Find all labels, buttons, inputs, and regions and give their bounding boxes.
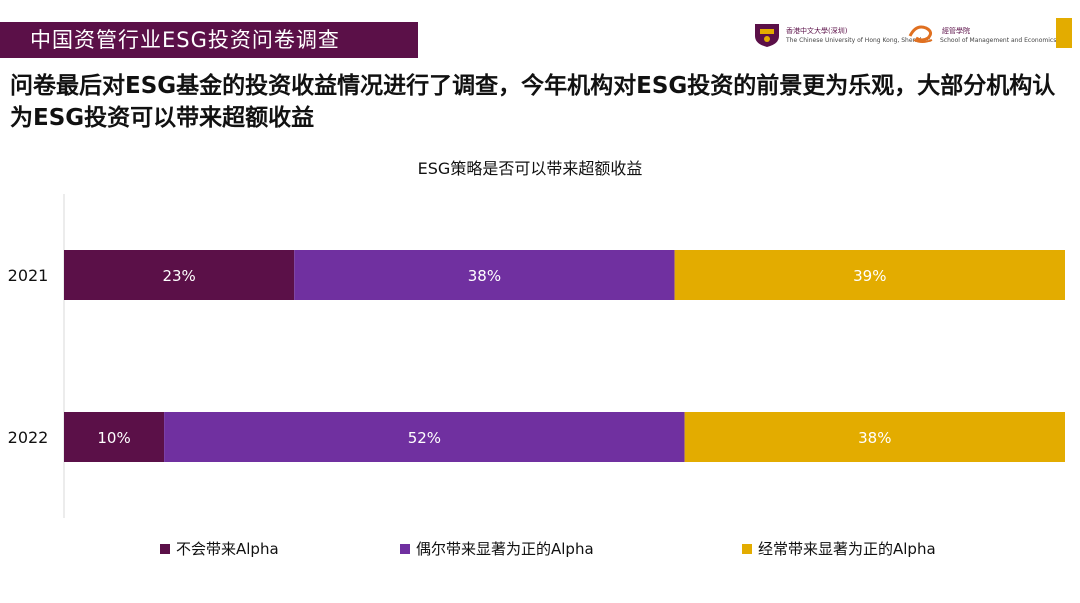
legend-swatch-2: [400, 543, 410, 554]
legend-swatch-1: [160, 543, 170, 554]
cuhk-english-name: The Chinese University of Hong Kong, She…: [786, 37, 931, 44]
bar-2022-series-1: [64, 412, 165, 462]
data-label-2022-series-1: 10%: [97, 429, 130, 447]
bar-2021-series-2: [294, 250, 675, 300]
stacked-bar-chart: ESG策略是否可以带来超额收益 2021 23% 38% 39% 2022 10% 52% 3…: [8, 159, 1065, 518]
page-header-title: 中国资管行业ESG投资问卷调查: [0, 22, 418, 58]
legend-item-3: 经常带来显著为正的Alpha: [742, 538, 936, 559]
category-label-2022: 2022: [8, 428, 49, 447]
sme-swirl-icon: [908, 25, 933, 43]
sme-logo: 經管學院 School of Management and Economics: [908, 22, 1056, 50]
chart-title: ESG策略是否可以带来超额收益: [418, 159, 643, 178]
legend-label-2: 偶尔带来显著为正的Alpha: [416, 540, 594, 558]
cuhk-chinese-name: 香港中文大學(深圳): [786, 27, 848, 35]
data-label-2022-series-3: 38%: [858, 429, 891, 447]
bar-2022-series-2: [164, 412, 685, 462]
bar-2021-series-1: [64, 250, 295, 300]
sme-chinese-name: 經管學院: [942, 27, 970, 35]
bar-2021-series-3: [674, 250, 1065, 300]
university-crest-icon: [755, 24, 779, 47]
accent-gold-block: [1056, 18, 1072, 48]
legend-item-1: 不会带来Alpha: [160, 538, 279, 559]
legend-item-2: 偶尔带来显著为正的Alpha: [400, 538, 594, 559]
data-label-2021-series-3: 39%: [853, 267, 886, 285]
data-label-2021-series-2: 38%: [468, 267, 501, 285]
legend-swatch-3: [742, 543, 752, 554]
data-label-2021-series-1: 23%: [162, 267, 195, 285]
legend-label-3: 经常带来显著为正的Alpha: [758, 540, 936, 558]
legend-label-1: 不会带来Alpha: [176, 540, 279, 558]
sme-english-name: School of Management and Economics: [940, 37, 1057, 44]
cuhk-shenzhen-logo: 香港中文大學(深圳) The Chinese University of Hon…: [752, 22, 931, 50]
category-label-2021: 2021: [8, 266, 49, 285]
data-label-2022-series-2: 52%: [408, 429, 441, 447]
slide-subtitle: 问卷最后对ESG基金的投资收益情况进行了调查，今年机构对ESG投资的前景更为乐观…: [10, 73, 1056, 131]
bar-2022-series-3: [684, 412, 1065, 462]
